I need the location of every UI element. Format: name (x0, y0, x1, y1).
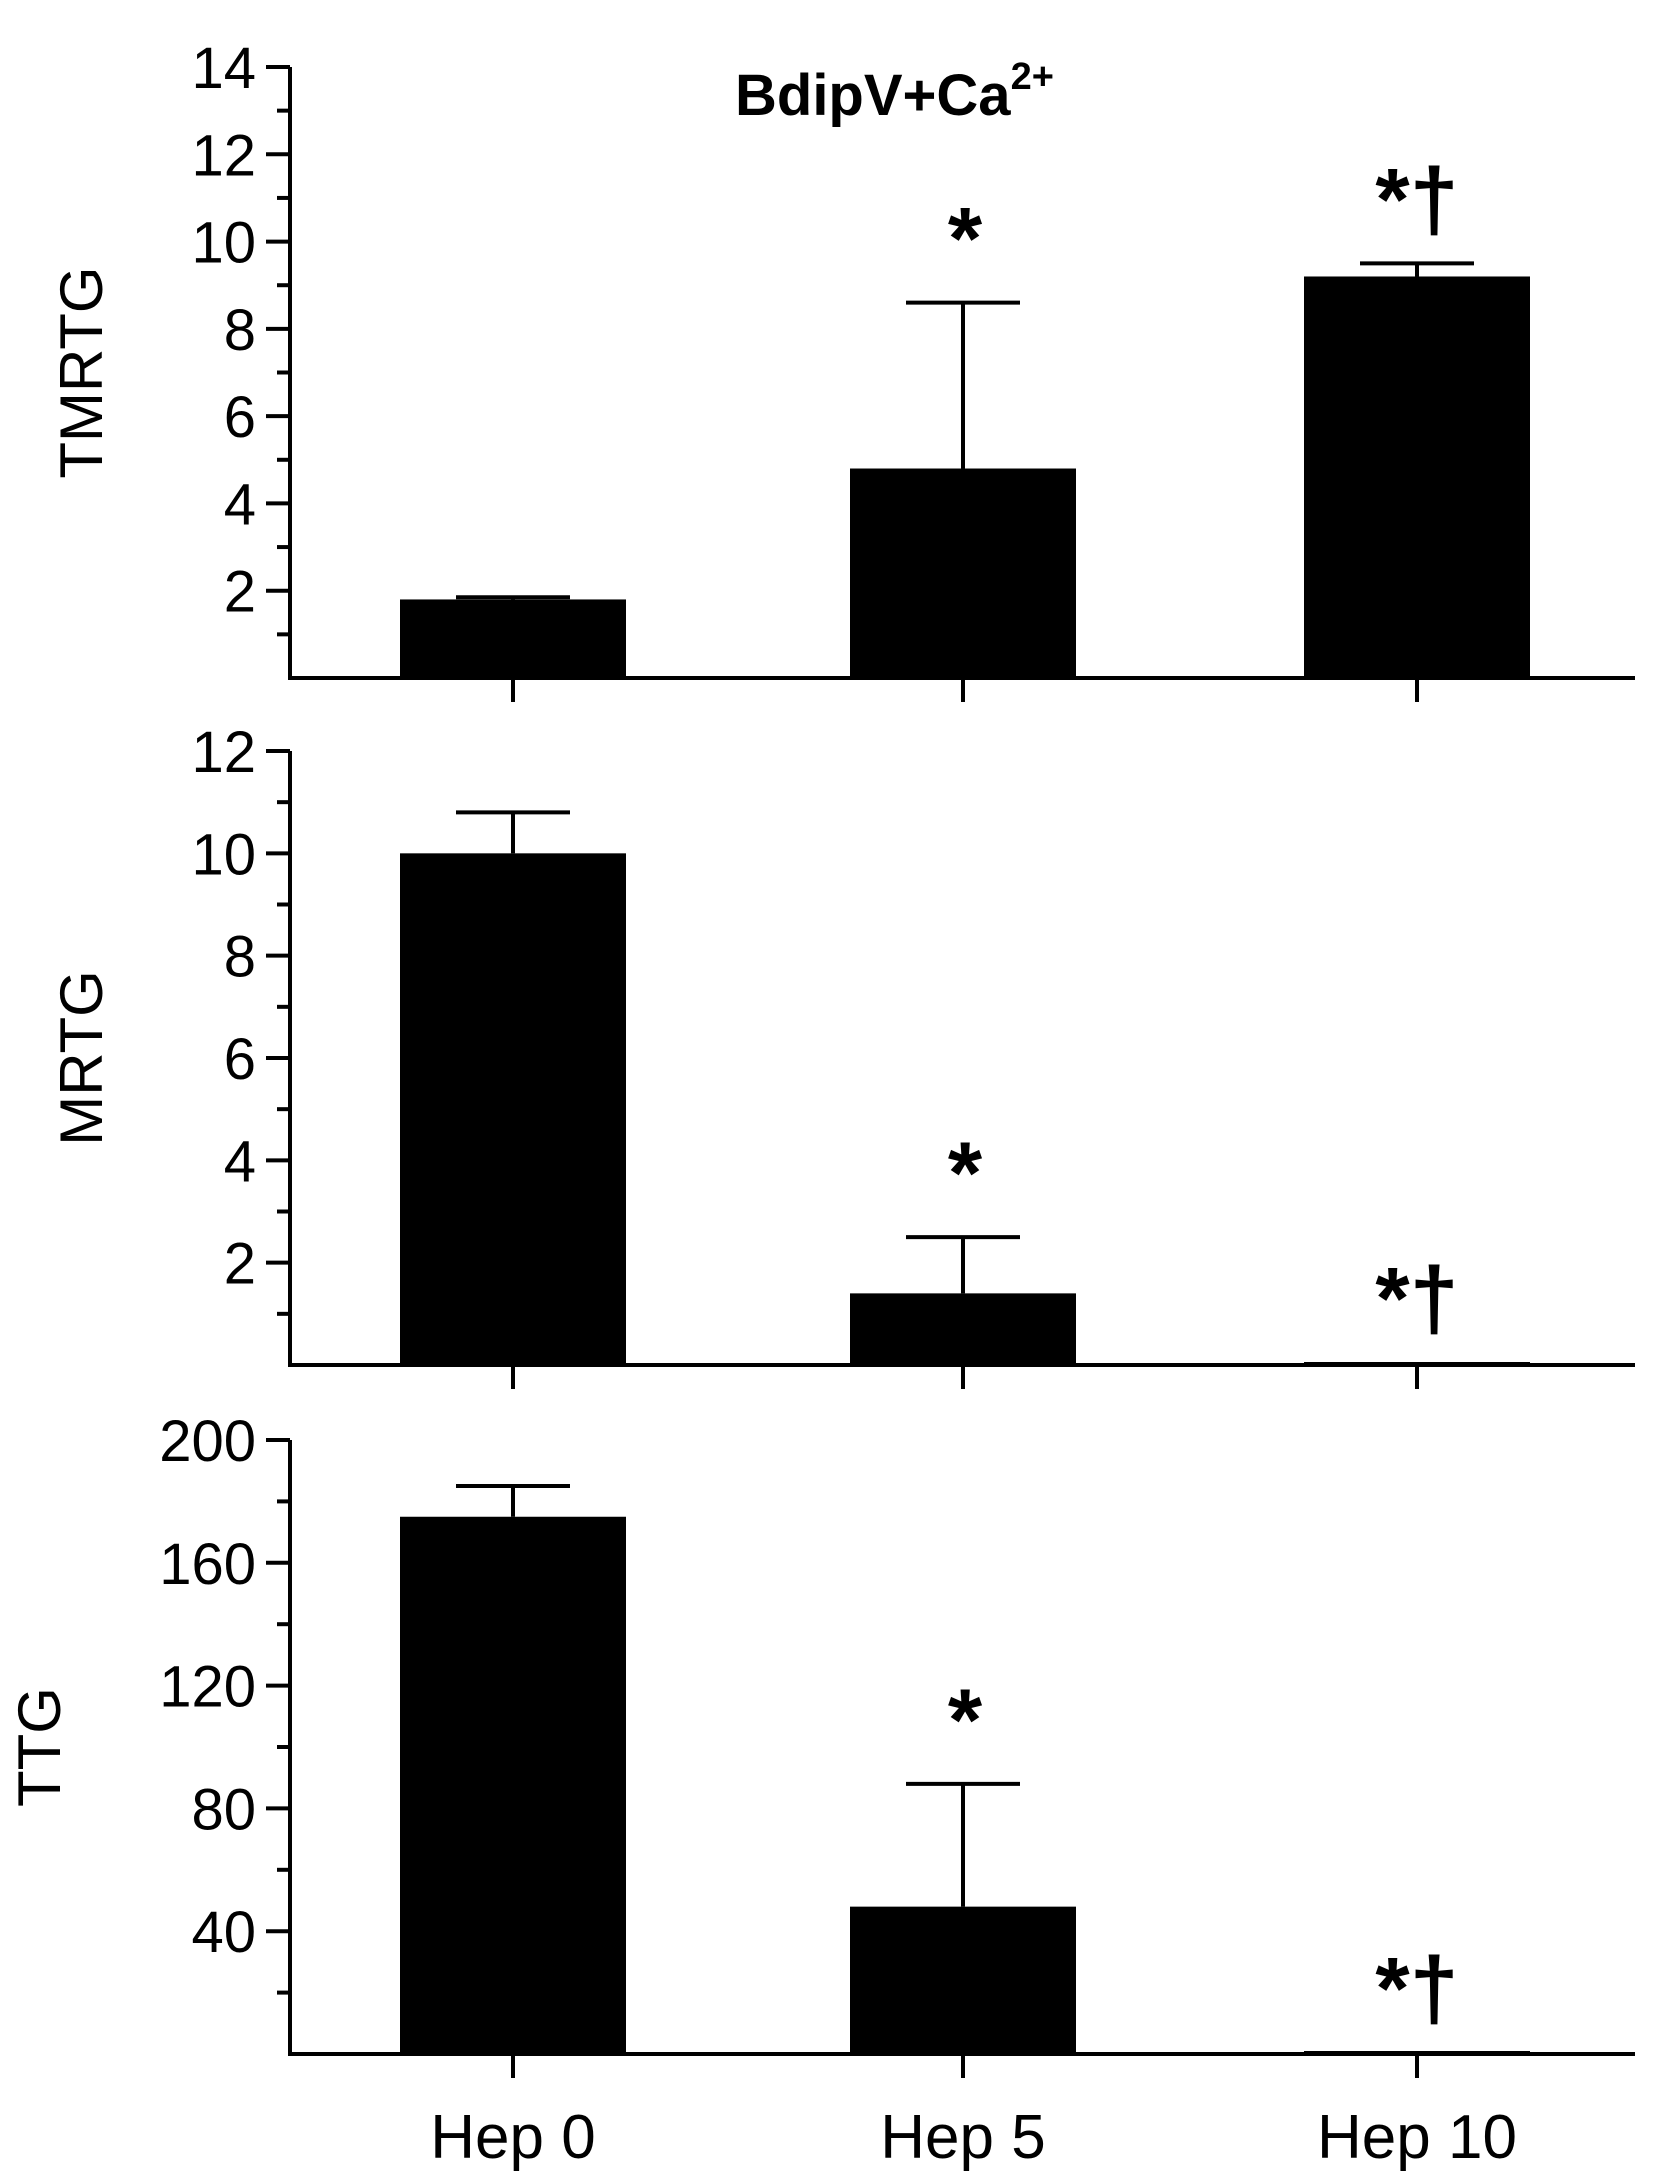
y-tick-label: 10 (191, 211, 256, 276)
bar-hep-10 (1304, 2051, 1530, 2054)
y-tick-label: 200 (159, 1409, 256, 1474)
bar-hep-10 (1304, 1362, 1530, 1365)
bar-hep-0 (400, 853, 626, 1365)
panel-2: 2 4 6 8 10 12 MRTG * *† (48, 720, 1635, 1389)
y-tick-label: 14 (191, 36, 256, 101)
significance-marker: * (948, 189, 983, 288)
significance-marker: *† (1375, 1248, 1458, 1347)
y-tick-label: 40 (191, 1900, 256, 1965)
chart-panels: 2 4 6 8 10 12 14 TMRTG * *† 2 4 6 8 10 12 MRTG * *† 40 80 120… (6, 36, 1635, 2172)
y-axis-title: MRTG (48, 970, 115, 1146)
y-tick-label: 80 (191, 1777, 256, 1842)
significance-marker: * (948, 1670, 983, 1769)
bar-hep-0 (400, 1516, 626, 2054)
significance-marker: * (948, 1123, 983, 1222)
x-category-label: Hep 10 (1317, 2103, 1517, 2172)
y-tick-label: 6 (224, 1027, 256, 1092)
panel-3: 40 80 120 160 200 TTG * *† Hep 0 Hep 5 Hep 10 (6, 1409, 1635, 2172)
chart-title-superscript: 2+ (1011, 56, 1054, 98)
y-tick-label: 6 (224, 385, 256, 450)
y-tick-label: 120 (159, 1655, 256, 1720)
panel-1: 2 4 6 8 10 12 14 TMRTG * *† (48, 36, 1635, 702)
significance-marker: *† (1375, 149, 1458, 248)
chart-title-text: BdipV+Ca (735, 63, 1011, 128)
y-tick-label: 2 (224, 560, 256, 625)
bar-hep-5 (850, 1293, 1076, 1365)
y-tick-label: 10 (191, 822, 256, 887)
y-axis-title: TTG (6, 1687, 73, 1807)
y-tick-label: 4 (224, 1129, 256, 1194)
x-category-label: Hep 0 (430, 2103, 595, 2172)
y-tick-label: 12 (191, 720, 256, 785)
y-tick-label: 12 (191, 123, 256, 188)
y-axis-title: TMRTG (48, 266, 115, 478)
y-tick-label: 2 (224, 1232, 256, 1297)
significance-marker: *† (1375, 1938, 1458, 2037)
bar-hep-5 (850, 1906, 1076, 2054)
x-category-label: Hep 5 (880, 2103, 1045, 2172)
bar-hep-10 (1304, 276, 1530, 678)
bar-hep-5 (850, 468, 1076, 678)
y-tick-label: 160 (159, 1532, 256, 1597)
y-tick-label: 4 (224, 472, 256, 537)
chart-title: BdipV+Ca2+ (735, 56, 1054, 128)
y-tick-label: 8 (224, 925, 256, 990)
bar-hep-0 (400, 599, 626, 678)
y-tick-label: 8 (224, 298, 256, 363)
